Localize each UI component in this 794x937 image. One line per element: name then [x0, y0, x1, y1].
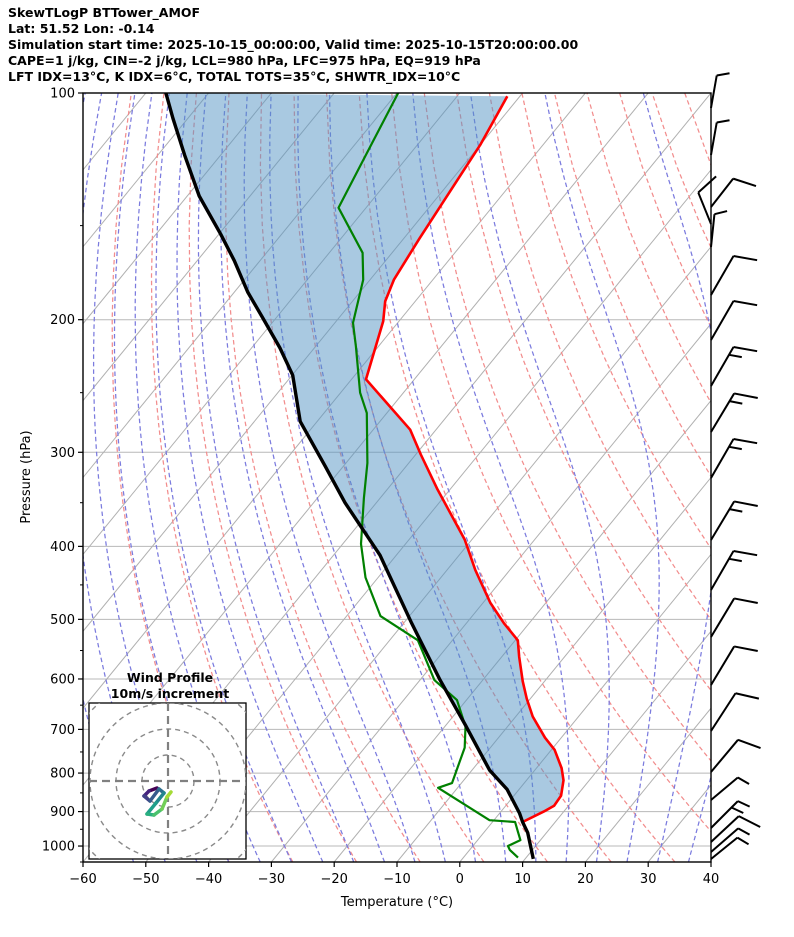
hodograph-title-line2: 10m/s increment — [111, 686, 229, 701]
y-axis-label: Pressure (hPa) — [19, 430, 34, 523]
wind-barb — [710, 300, 758, 341]
x-axis: −60 −50 −40 −30 −20 −10 0 10 20 30 40 — [69, 862, 719, 887]
wind-barb — [710, 500, 758, 541]
latlon-line: Lat: 51.52 Lon: -0.14 — [8, 21, 155, 36]
wind-barb — [710, 210, 728, 248]
y-tick-label: 600 — [50, 672, 75, 687]
x-tick-label: −50 — [132, 872, 159, 887]
hodograph-inset: Wind Profile 10m/s increment — [88, 670, 247, 860]
y-tick-label: 900 — [50, 805, 75, 820]
cape-indices-line: CAPE=1 j/kg, CIN=-2 j/kg, LCL=980 hPa, L… — [8, 53, 481, 68]
wind-barb — [710, 597, 758, 638]
chart-title: SkewTLogP BTTower_AMOF — [8, 5, 200, 21]
wind-barb — [710, 827, 751, 853]
x-tick-label: −60 — [69, 872, 96, 887]
simulation-time-line: Simulation start time: 2025-10-15_00:00:… — [8, 37, 578, 53]
wind-barb — [710, 836, 750, 860]
x-tick-label: 30 — [640, 872, 657, 887]
y-tick-label: 400 — [50, 540, 75, 555]
x-tick-label: −20 — [320, 872, 347, 887]
x-axis-label: Temperature (°C) — [340, 895, 453, 910]
y-tick-label: 700 — [50, 723, 75, 738]
y-tick-label: 1000 — [42, 840, 75, 855]
wind-barb — [710, 438, 758, 479]
wind-barb — [710, 776, 750, 801]
wind-barb — [710, 392, 758, 433]
x-tick-label: 40 — [703, 872, 720, 887]
wind-barb — [710, 645, 758, 686]
x-tick-label: 10 — [514, 872, 531, 887]
wind-barb — [710, 119, 730, 156]
wind-barb-column — [697, 72, 761, 860]
wind-barb — [710, 255, 758, 296]
y-tick-label: 300 — [50, 446, 75, 461]
x-tick-label: −40 — [195, 872, 222, 887]
cape-shading — [165, 93, 564, 822]
wind-barb — [710, 692, 760, 732]
y-axis: 100 200 300 400 500 600 700 800 900 1000 — [42, 87, 83, 863]
wind-barb — [710, 346, 758, 387]
y-tick-label: 200 — [50, 313, 75, 328]
wind-barb — [710, 550, 758, 591]
hodograph-trace — [142, 786, 173, 817]
stability-indices-line: LFT IDX=13°C, K IDX=6°C, TOTAL TOTS=35°C… — [8, 69, 460, 85]
wind-barb — [697, 175, 717, 225]
y-tick-label: 100 — [50, 87, 75, 102]
hodograph-title-line1: Wind Profile — [127, 670, 213, 685]
x-tick-label: 0 — [456, 872, 464, 887]
parcel-curve — [164, 93, 535, 860]
wind-barb — [710, 738, 761, 773]
x-tick-label: −10 — [383, 872, 410, 887]
y-tick-label: 500 — [50, 613, 75, 628]
x-tick-label: 20 — [577, 872, 594, 887]
x-tick-label: −30 — [258, 872, 285, 887]
temperature-curve — [364, 95, 565, 824]
wind-barb — [710, 72, 730, 109]
dewpoint-curve — [337, 93, 522, 859]
hodograph-crosshair — [89, 703, 246, 859]
wind-barb — [710, 177, 757, 208]
y-tick-label: 800 — [50, 767, 75, 782]
dry-adiabat-lines — [111, 93, 711, 862]
header-block: SkewTLogP BTTower_AMOF Lat: 51.52 Lon: -… — [8, 5, 578, 85]
wind-barb — [710, 815, 761, 843]
wind-barb — [710, 800, 751, 829]
